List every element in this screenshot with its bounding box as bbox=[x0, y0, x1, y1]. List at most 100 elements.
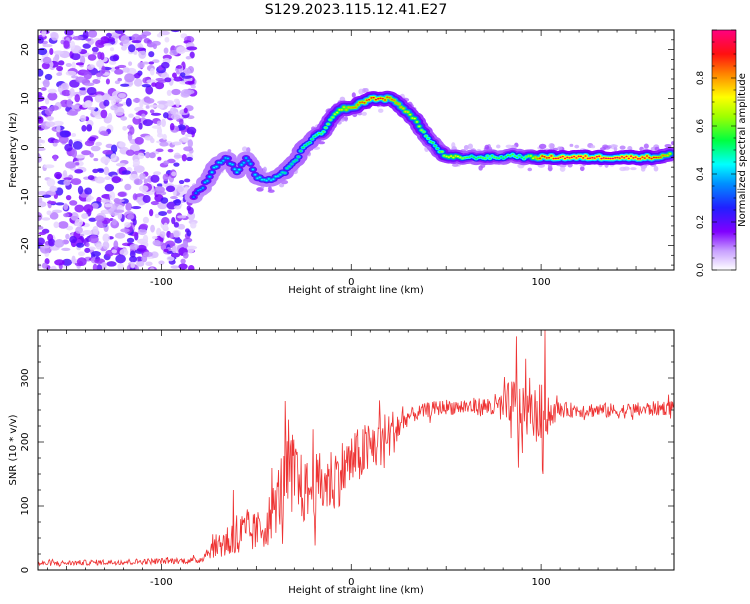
halo-blob bbox=[671, 141, 674, 146]
noise-blob bbox=[135, 47, 147, 52]
noise-blob bbox=[53, 139, 60, 144]
noise-blob bbox=[154, 186, 165, 194]
noise-blob bbox=[163, 47, 169, 54]
noise-blob bbox=[149, 267, 155, 270]
halo-blob bbox=[579, 166, 585, 172]
noise-blob bbox=[39, 245, 50, 249]
noise-blob bbox=[75, 76, 86, 83]
ridge-mark bbox=[504, 156, 507, 158]
noise-blob bbox=[65, 225, 74, 231]
noise-blob bbox=[152, 239, 161, 246]
noise-blob bbox=[138, 50, 147, 59]
noise-blob bbox=[187, 139, 193, 148]
halo-blob bbox=[463, 145, 470, 151]
x-tick-label: 100 bbox=[532, 277, 551, 288]
ridge-mark bbox=[299, 150, 302, 152]
ridge-mark bbox=[358, 101, 362, 104]
noise-blob bbox=[93, 157, 99, 162]
noise-blob bbox=[110, 105, 119, 111]
noise-blob bbox=[162, 133, 167, 141]
noise-blob bbox=[76, 242, 85, 248]
noise-blob bbox=[54, 171, 63, 179]
ridge-mark bbox=[233, 168, 236, 170]
ridge-mark bbox=[331, 116, 334, 119]
noise-blob bbox=[97, 51, 103, 60]
ridge-mark bbox=[219, 161, 223, 164]
ridge-mark bbox=[420, 129, 423, 131]
noise-blob bbox=[122, 67, 130, 73]
noise-blob bbox=[158, 211, 168, 217]
ridge-mark bbox=[579, 155, 583, 158]
ridge-mark bbox=[402, 107, 405, 110]
noise-blob bbox=[177, 124, 186, 131]
figure-title: S129.2023.115.12.41.E27 bbox=[265, 2, 448, 18]
colorbar: 0.0 0.2 0.4 0.6 0.8 Normalized spectral ampl… bbox=[696, 29, 748, 277]
noise-blob bbox=[79, 87, 88, 91]
ridge-mark bbox=[552, 157, 555, 160]
halo-blob bbox=[496, 144, 501, 149]
noise-blob bbox=[88, 136, 97, 142]
noise-blob bbox=[95, 243, 103, 250]
ridge-mark bbox=[559, 156, 562, 159]
noise-blob bbox=[145, 261, 153, 267]
noise-blob bbox=[109, 47, 115, 52]
noise-blob bbox=[141, 113, 146, 118]
ridge-mark bbox=[213, 166, 216, 169]
noise-blob bbox=[83, 204, 94, 213]
ridge-mark bbox=[495, 157, 498, 159]
noise-blob bbox=[95, 39, 106, 49]
x-tick-label: 100 bbox=[532, 577, 551, 588]
ridge-mark bbox=[367, 98, 371, 101]
halo-blob bbox=[643, 143, 649, 149]
noise-blob bbox=[69, 87, 75, 97]
ridge-mark bbox=[424, 135, 428, 137]
noise-blob bbox=[66, 110, 78, 116]
noise-blob bbox=[136, 261, 145, 267]
noise-blob bbox=[69, 235, 78, 244]
ridge-mark bbox=[251, 168, 255, 171]
ridge-mark bbox=[276, 175, 280, 177]
snr-x-axis-label: Height of straight line (km) bbox=[288, 585, 424, 596]
noise-blob bbox=[38, 225, 44, 230]
noise-blob bbox=[178, 179, 185, 185]
noise-blob bbox=[150, 112, 162, 116]
ridge-mark bbox=[470, 155, 473, 157]
noise-blob bbox=[148, 152, 156, 159]
y-tick-label: 0 bbox=[20, 567, 31, 573]
ridge-mark bbox=[566, 156, 569, 159]
noise-blob bbox=[102, 149, 113, 155]
noise-blob bbox=[173, 230, 180, 238]
noise-blob bbox=[179, 119, 184, 126]
noise-blob bbox=[103, 43, 113, 47]
noise-blob bbox=[106, 261, 117, 267]
noise-blob bbox=[120, 83, 130, 87]
noise-blob bbox=[162, 173, 169, 182]
ridge-mark bbox=[388, 96, 391, 99]
noise-blob bbox=[156, 120, 162, 126]
noise-blob bbox=[163, 222, 168, 230]
noise-blob bbox=[38, 212, 43, 221]
y-tick-label: 0 bbox=[20, 144, 31, 150]
halo-blob bbox=[344, 115, 348, 122]
noise-blob bbox=[186, 156, 193, 162]
ridge-mark bbox=[632, 157, 635, 159]
ridge-mark bbox=[329, 119, 332, 121]
noise-blob bbox=[111, 249, 118, 254]
snr-axes: -100 0 100 0 100 200 300 bbox=[20, 329, 675, 588]
noise-blob bbox=[56, 65, 64, 72]
noise-blob bbox=[65, 62, 72, 67]
noise-blob bbox=[55, 202, 65, 206]
noise-blob bbox=[132, 193, 138, 201]
halo-blob bbox=[590, 145, 596, 149]
noise-blob bbox=[81, 150, 92, 156]
ridge-mark bbox=[472, 156, 476, 159]
ridge-mark bbox=[347, 106, 350, 109]
noise-blob bbox=[38, 111, 42, 117]
ridge-mark bbox=[397, 103, 400, 105]
ridge-mark bbox=[208, 175, 211, 178]
ridge-mark bbox=[627, 157, 630, 160]
ridge-mark bbox=[210, 171, 214, 174]
noise-blob bbox=[132, 158, 141, 167]
ridge-mark bbox=[454, 155, 457, 157]
noise-blob bbox=[47, 88, 57, 94]
